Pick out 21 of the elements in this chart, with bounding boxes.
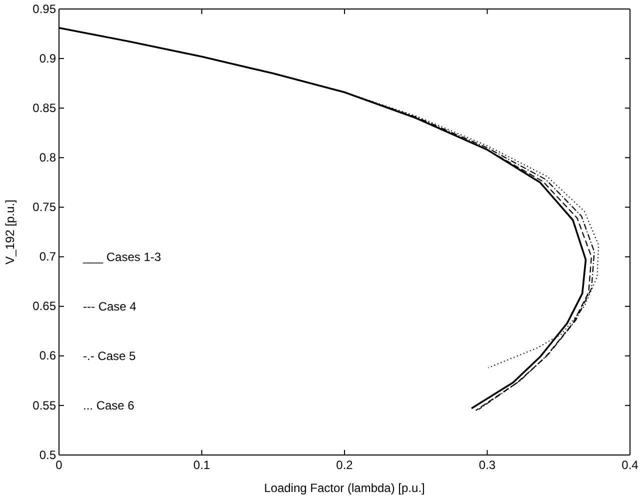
y-tick-label: 0.9	[39, 51, 56, 66]
annotation: ___ Cases 1-3	[82, 250, 162, 264]
x-tick-label: 0.1	[193, 458, 210, 472]
y-tick-label: 0.95	[32, 2, 56, 16]
y-tick-label: 0.55	[32, 398, 56, 412]
x-tick-label: 0	[56, 458, 63, 472]
annotation: -.- Case 5	[83, 348, 136, 363]
y-tick-label: 0.6	[39, 348, 56, 363]
x-axis-title: Loading Factor (lambda) [p.u.]	[264, 481, 425, 495]
y-tick-label: 0.8	[39, 150, 56, 165]
y-tick-label: 0.75	[32, 200, 56, 214]
y-tick-label: 0.5	[39, 448, 56, 462]
y-tick-label: 0.65	[32, 299, 56, 314]
y-tick-label: 0.7	[39, 250, 56, 264]
y-tick-label: 0.85	[32, 100, 56, 115]
x-tick-label: 0.3	[478, 458, 496, 472]
annotation: --- Case 4	[83, 299, 137, 314]
x-tick-label: 0.4	[622, 458, 639, 472]
annotation: ... Case 6	[83, 398, 135, 412]
x-tick-label: 0.2	[336, 458, 354, 472]
y-axis-title: V_192 [p.u.]	[3, 200, 17, 264]
